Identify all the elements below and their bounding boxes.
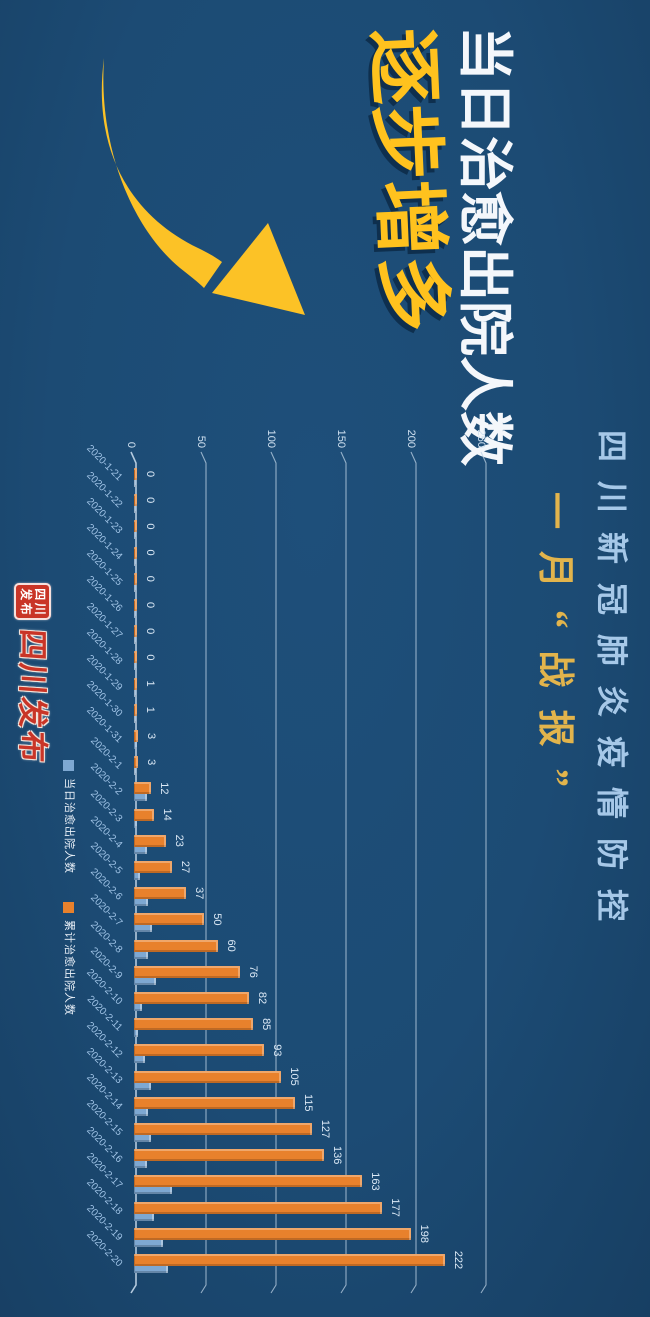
bar-cumulative [134,1123,312,1135]
bar-cumulative [134,546,137,559]
bar-cumulative [134,1018,253,1031]
legend-label: 累计治愈出院人数 [63,920,75,1016]
bar-cumulative [134,1096,295,1109]
seal-char: 四 [33,588,48,601]
bar-cumulative [134,572,137,585]
seal-char: 布 [18,602,33,615]
legend-label: 当日治愈出院人数 [63,778,75,874]
gridline [410,451,417,1294]
bar-cumulative [134,834,167,847]
legend-item: 当日治愈出院人数 [62,760,76,874]
bar-cumulative [134,494,137,507]
bar-cumulative [134,1175,363,1188]
value-label: 222 [451,1250,464,1270]
value-label: 105 [288,1067,300,1086]
bar-cumulative [134,625,137,638]
bar-cumulative [134,992,249,1004]
seal-char: 发 [18,588,33,601]
bar-cumulative [134,939,218,952]
tick-label: 0 [125,441,137,448]
value-label: 177 [388,1198,401,1217]
gridline [480,451,487,1294]
arrow-tail [101,58,222,288]
tick-label: 200 [405,429,417,448]
bar-cumulative [134,861,172,873]
value-label: 163 [369,1172,382,1191]
publisher-logo: 四川发布 四川发布 [7,583,53,913]
value-label: 37 [192,887,205,900]
gridline [200,451,207,1294]
bar-cumulative [134,913,204,926]
seal-icon: 四川发布 [14,583,51,620]
value-label: 3 [145,759,158,766]
value-label: 93 [271,1044,284,1057]
value-label: 60 [225,939,237,952]
legend-item: 累计治愈出院人数 [62,902,76,1016]
value-label: 50 [211,913,223,926]
value-label: 127 [318,1119,331,1139]
tick-label: 50 [195,435,207,448]
legend-swatch [63,760,75,771]
legend-swatch [63,902,75,913]
tick-label: 100 [265,429,277,448]
value-label: 27 [178,860,191,874]
arrow-head [212,223,305,315]
gridline [340,451,347,1294]
value-label: 136 [331,1146,344,1165]
value-label: 115 [302,1094,314,1112]
value-label: 14 [160,808,173,821]
bar-cumulative [134,887,186,900]
bar-cumulative [134,808,154,821]
bar-cumulative [134,1254,445,1266]
bar-cumulative [134,965,241,978]
bar-cumulative [134,1044,265,1057]
bar-cumulative [134,782,151,795]
bar-cumulative [134,468,137,480]
bar-cumulative [134,1227,412,1240]
bar-cumulative [134,756,139,769]
bar-cumulative [134,599,137,611]
bar-cumulative [134,651,137,664]
tick-label: 150 [335,429,347,448]
bar-cumulative [134,677,137,690]
curved-arrow-icon [101,58,305,315]
chart-legend: 当日治愈出院人数 累计治愈出院人数 [62,760,76,1016]
gridline [270,451,277,1294]
seal-char: 川 [33,602,48,615]
bar-cumulative [134,1201,382,1214]
bar-cumulative [134,520,137,533]
bar-cumulative [134,1149,325,1162]
bar-cumulative [134,1070,281,1083]
bar-cumulative [134,703,137,716]
bar-cumulative [134,730,139,742]
value-label: 198 [418,1224,431,1243]
publisher-name: 四川发布 [15,627,50,767]
tick-label: 250 [475,429,487,448]
